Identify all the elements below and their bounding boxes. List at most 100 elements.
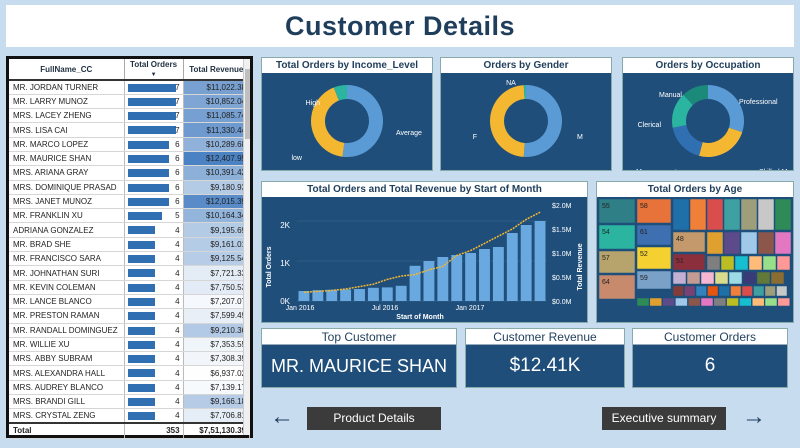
- revenue-line[interactable]: [303, 211, 541, 294]
- age-tile[interactable]: [742, 271, 757, 285]
- age-tile[interactable]: [728, 271, 743, 285]
- table-row[interactable]: MRS. AUDREY BLANCO 4 $7,139.17: [9, 380, 251, 396]
- age-tile[interactable]: [636, 224, 672, 246]
- table-row[interactable]: MR. LANCE BLANCO 4 $7,207.07: [9, 294, 251, 310]
- orders-bar[interactable]: [492, 247, 504, 301]
- gender-donut-chart[interactable]: M F NA: [441, 73, 611, 170]
- age-tile[interactable]: [598, 198, 636, 224]
- table-scrollbar[interactable]: [243, 59, 250, 435]
- donut-slice-high[interactable]: [333, 85, 347, 101]
- donut-slice-manual[interactable]: [683, 85, 708, 105]
- age-tile[interactable]: [686, 271, 701, 285]
- age-tile[interactable]: [700, 297, 714, 307]
- orders-bar[interactable]: [534, 221, 546, 301]
- orders-revenue-combo-chart[interactable]: Total Orders Total Revenue Start of Mont…: [262, 197, 587, 322]
- age-tile[interactable]: [707, 285, 719, 297]
- table-row[interactable]: MRS. CRYSTAL ZENG 4 $7,706.81: [9, 408, 251, 424]
- orders-bar[interactable]: [479, 249, 490, 301]
- age-tile[interactable]: [730, 285, 742, 297]
- age-tile[interactable]: [662, 297, 675, 307]
- age-tile[interactable]: [672, 253, 706, 271]
- table-row[interactable]: MR. BRAD SHE 4 $9,161.01: [9, 237, 251, 253]
- age-tile[interactable]: [756, 271, 771, 285]
- age-tile[interactable]: [689, 198, 707, 231]
- table-row[interactable]: MRS. JANET MUNOZ 6 $12,015.39: [9, 194, 251, 210]
- orders-bar[interactable]: [354, 289, 365, 301]
- column-header-total-orders[interactable]: Total Orders ▼: [124, 59, 184, 81]
- table-scrollbar-thumb[interactable]: [245, 69, 250, 139]
- age-tile[interactable]: [636, 246, 672, 270]
- table-row[interactable]: MRS. BRANDI GILL 4 $9,166.18: [9, 394, 251, 410]
- age-tile[interactable]: [776, 255, 791, 271]
- age-tile[interactable]: [672, 231, 706, 253]
- age-treemap-chart[interactable]: 55 58 54 61 57 52 48 64 59 51: [597, 197, 793, 322]
- age-tile[interactable]: [741, 285, 753, 297]
- donut-slice-low[interactable]: [311, 87, 345, 157]
- table-row[interactable]: MR. LARRY MUNOZ 7 $10,852.04: [9, 94, 251, 110]
- age-tile[interactable]: [757, 231, 775, 255]
- table-row[interactable]: MR. JOHNATHAN SURI 4 $7,721.33: [9, 265, 251, 281]
- table-row[interactable]: MR. FRANKLIN XU 5 $10,164.34: [9, 208, 251, 224]
- age-tile[interactable]: [751, 297, 765, 307]
- donut-slice-management[interactable]: [672, 125, 703, 156]
- orders-bar[interactable]: [326, 289, 338, 301]
- table-row[interactable]: MRS. ABBY SUBRAM 4 $7,308.39: [9, 351, 251, 367]
- orders-bar[interactable]: [340, 289, 352, 301]
- age-tile[interactable]: [687, 297, 701, 307]
- age-tile[interactable]: [734, 255, 749, 271]
- table-row[interactable]: MRS. LACEY ZHENG 7 $11,085.74: [9, 108, 251, 124]
- table-row[interactable]: MR. RANDALL DOMINGUEZ 4 $9,210.36: [9, 323, 251, 338]
- age-tile[interactable]: [718, 285, 730, 297]
- orders-bar[interactable]: [506, 233, 518, 301]
- age-tile[interactable]: [675, 297, 688, 307]
- age-tile[interactable]: [726, 297, 739, 307]
- age-tile[interactable]: [649, 297, 663, 307]
- donut-slice-average[interactable]: [342, 85, 383, 157]
- column-header-total-revenue[interactable]: Total Revenue: [183, 59, 251, 81]
- age-tile[interactable]: [706, 198, 724, 231]
- table-row[interactable]: MR. JORDAN TURNER 7 $11,022.38: [9, 80, 251, 95]
- table-row[interactable]: MRS. ALEXANDRA HALL 4 $6,937.02: [9, 365, 251, 381]
- orders-bar[interactable]: [423, 261, 435, 301]
- age-tile[interactable]: [700, 271, 715, 285]
- orders-bar[interactable]: [409, 265, 421, 301]
- table-row[interactable]: MR. MAURICE SHAN 6 $12,407.95: [9, 151, 251, 167]
- table-row[interactable]: MRS. DOMINIQUE PRASAD 6 $9,180.93: [9, 180, 251, 195]
- back-arrow-icon[interactable]: ←: [270, 403, 294, 430]
- table-row[interactable]: MR. FRANCISCO SARA 4 $9,125.54: [9, 251, 251, 267]
- orders-bar[interactable]: [465, 253, 477, 301]
- age-tile[interactable]: [636, 270, 672, 290]
- donut-slice-na[interactable]: [523, 85, 526, 100]
- donut-slice-professional[interactable]: [708, 85, 744, 133]
- age-tile[interactable]: [774, 198, 792, 231]
- age-tile[interactable]: [695, 285, 707, 297]
- orders-bar[interactable]: [395, 285, 407, 301]
- age-tile[interactable]: [757, 198, 775, 231]
- donut-slice-skilled-manual[interactable]: [699, 127, 743, 157]
- age-tile[interactable]: [636, 198, 672, 224]
- table-row[interactable]: MRS. ARIANA GRAY 6 $10,391.42: [9, 165, 251, 181]
- age-tile[interactable]: [753, 285, 765, 297]
- forward-arrow-icon[interactable]: →: [742, 403, 766, 430]
- column-header-fullname[interactable]: FullName_CC: [9, 59, 125, 81]
- income-level-donut-chart[interactable]: Average low High: [262, 73, 432, 170]
- orders-bar[interactable]: [451, 255, 463, 301]
- age-tile[interactable]: [672, 271, 687, 285]
- age-tile[interactable]: [598, 224, 636, 250]
- table-row[interactable]: ADRIANA GONZALEZ 4 $9,195.69: [9, 222, 251, 238]
- executive-summary-button[interactable]: Executive summary: [602, 407, 726, 430]
- orders-bar[interactable]: [437, 257, 449, 301]
- table-row[interactable]: MR. KEVIN COLEMAN 4 $7,750.53: [9, 280, 251, 295]
- age-tile[interactable]: [723, 198, 741, 231]
- age-tile[interactable]: [598, 250, 636, 274]
- donut-slice-clerical[interactable]: [672, 94, 693, 128]
- age-tile[interactable]: [764, 285, 776, 297]
- age-tile[interactable]: [739, 297, 752, 307]
- product-details-button[interactable]: Product Details: [307, 407, 441, 430]
- table-row[interactable]: MRS. LISA CAI 7 $11,330.44: [9, 122, 251, 138]
- age-tile[interactable]: [723, 231, 741, 255]
- age-tile[interactable]: [672, 198, 690, 231]
- age-tile[interactable]: [777, 297, 791, 307]
- orders-bar[interactable]: [298, 291, 310, 301]
- orders-bar[interactable]: [367, 287, 379, 301]
